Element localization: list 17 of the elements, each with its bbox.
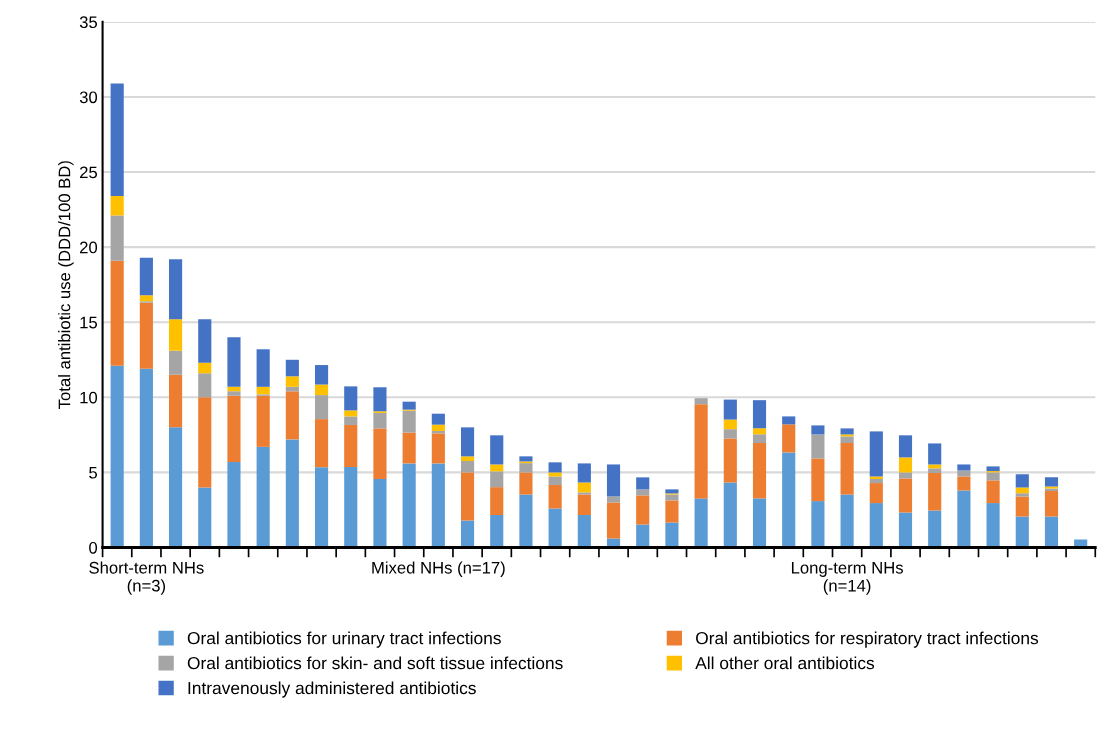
y-tick-label: 30 (79, 91, 98, 104)
y-tick-label: 5 (89, 466, 98, 479)
y-tick-label: 15 (80, 316, 98, 329)
y-tick-label: 0 (89, 541, 98, 554)
y-tick-label: 20 (80, 241, 98, 254)
y-tick-label: 35 (79, 16, 98, 29)
legend-label: All other oral antibiotics (695, 656, 875, 670)
x-tick-label: Mixed NHs (n=17) (372, 561, 505, 577)
legend-label: Intravenously administered antibiotics (188, 681, 476, 698)
legend-label: Oral antibiotics for respiratory tract infections (696, 631, 1039, 648)
y-axis-title: Total antibiotic use (DDD/100 BD) (58, 161, 74, 409)
y-tick-label: 25 (80, 166, 98, 179)
legend-label: Oral antibiotics for skin- and soft tissue infections (187, 656, 563, 670)
x-tick-label: Long-term NHs (n=14) (791, 562, 903, 595)
x-tick-label: Short-term NHs (n=3) (89, 561, 204, 595)
y-tick-label: 10 (80, 391, 98, 404)
legend-label: Oral antibiotics for urinary tract infections (187, 631, 501, 648)
